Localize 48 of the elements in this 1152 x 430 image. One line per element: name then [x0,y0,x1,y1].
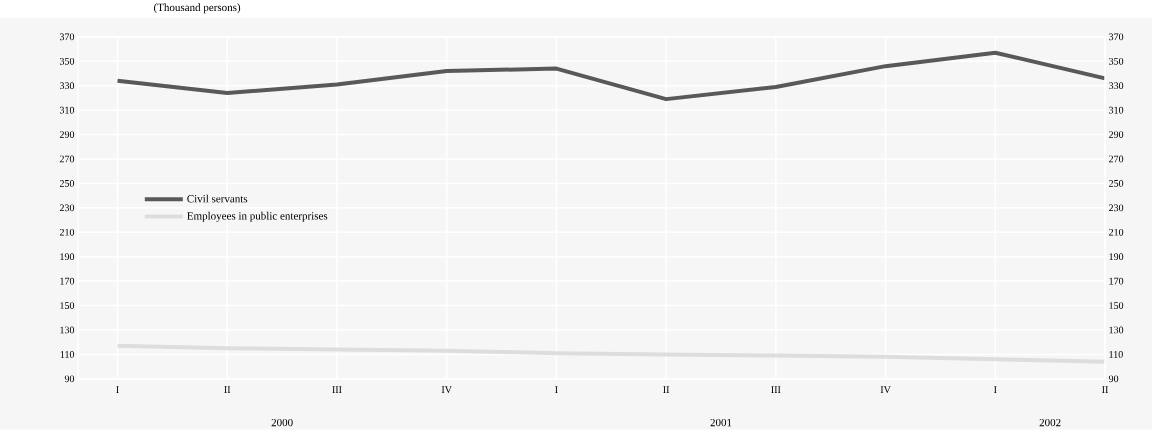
line-series [115,343,1106,364]
y2-tick-label: 310 [1109,106,1124,114]
y2-tick-label: 170 [1109,277,1124,285]
y-tick-label: 290 [59,131,75,138]
y2-tick-label: 190 [1109,253,1124,261]
y-tick-label: 190 [60,253,75,261]
x-tick-label: I [116,386,119,393]
y2-tick-label: 330 [1109,82,1124,90]
text: 2000 [271,418,293,427]
x-tick-label: III [332,386,342,393]
x-tick-label: III [771,386,781,393]
y2-tick-label: 290 [1109,131,1124,138]
x-tick-label: IV [441,386,452,394]
y2-tick-label: 230 [1109,204,1124,212]
x-tick-label: I [994,386,997,393]
y2-tick-label: 370 [1109,33,1124,41]
x-tick-label: IV [880,386,891,394]
x-tick-label: II [224,386,231,393]
y2-tick-label: 250 [1109,180,1124,187]
y-tick-label: 110 [60,351,75,358]
x-tick-label: I [555,386,558,393]
y-tick-label: 370 [59,33,75,41]
y-tick-label: 310 [59,106,75,114]
y-tick-label: 230 [59,204,75,212]
y2-tick-label: 130 [1109,326,1124,334]
x-tick-label: II [663,386,670,393]
y2-tick-label: 150 [1109,302,1124,309]
legend-label: Employees in public enterprises [187,211,328,222]
y2-tick-label: 110 [1109,351,1123,358]
y-tick-label: 150 [60,302,75,309]
y-tick-label: 270 [59,155,75,163]
y-tick-label: 210 [59,228,75,236]
line-series [115,50,1106,102]
y2-tick-label: 90 [1108,375,1119,383]
legend-label: Civil servants [187,194,248,203]
y-tick-label: 250 [59,180,75,187]
y-axis-title: (Thousand persons) [154,3,241,14]
y-tick-label: 130 [60,326,75,334]
y-tick-label: 330 [59,82,75,90]
y-tick-label: 90 [64,375,75,383]
x-tick-label: II [1102,386,1109,393]
y2-tick-label: 270 [1109,155,1124,163]
y-tick-label: 170 [60,277,75,285]
y2-tick-label: 350 [1109,57,1124,65]
text: 2001 [710,418,732,427]
y-tick-label: 350 [59,57,75,65]
text: 2002 [1039,418,1061,427]
y2-tick-label: 210 [1109,228,1124,236]
